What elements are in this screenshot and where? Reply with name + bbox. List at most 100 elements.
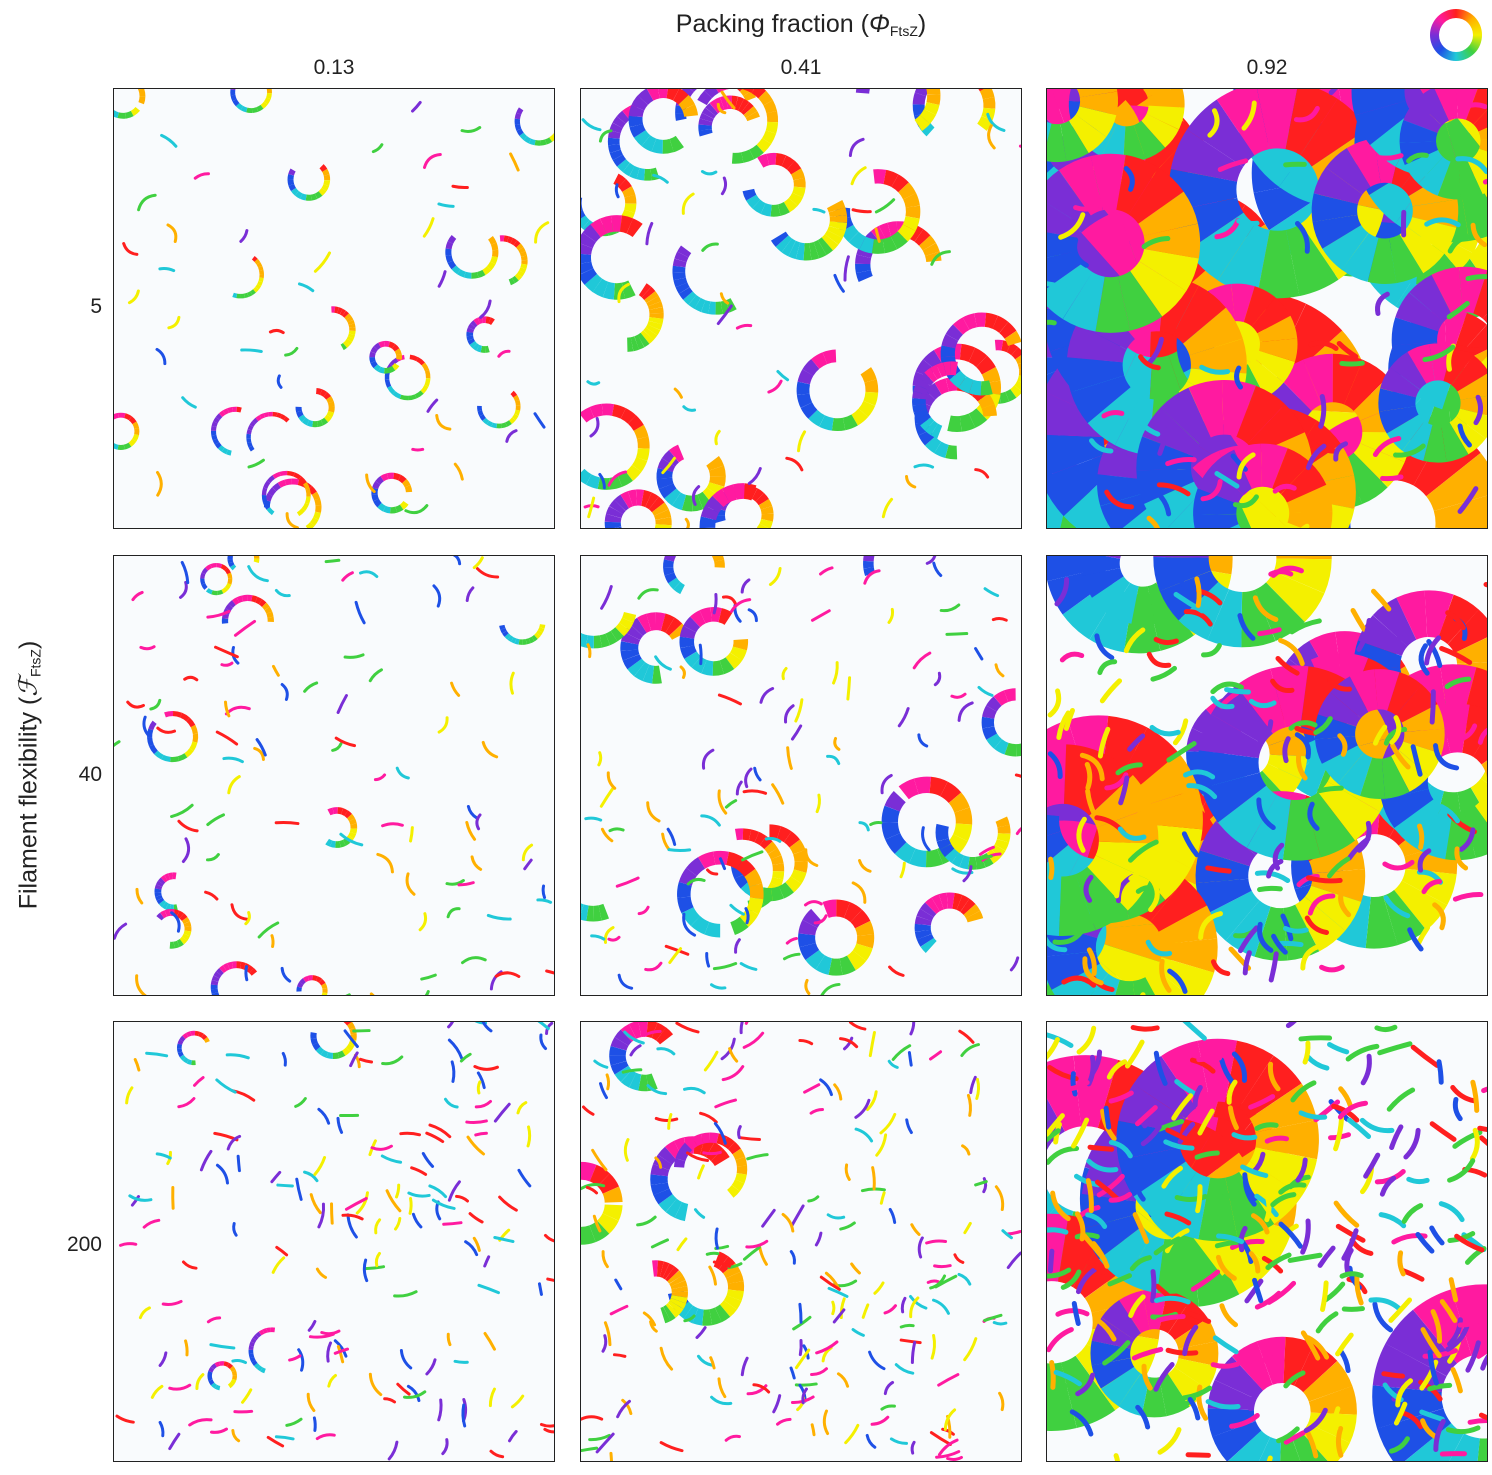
filament <box>1300 1330 1321 1361</box>
filament-ring-segment <box>1101 1300 1142 1341</box>
filament <box>1149 724 1181 737</box>
filament-ring-segment <box>992 315 1009 334</box>
filament <box>1256 797 1276 831</box>
filament-ring-segment <box>1101 123 1127 163</box>
filament-ring-segment <box>296 410 304 418</box>
filament-ring-segment <box>230 94 237 102</box>
filament-ring-segment <box>1129 260 1187 317</box>
filament <box>209 1427 228 1434</box>
filament-ring-segment <box>628 115 644 128</box>
filament <box>1372 1301 1394 1333</box>
filament <box>1047 688 1062 718</box>
filament <box>1372 724 1388 746</box>
filament-ring-segment <box>783 197 798 213</box>
filament <box>1417 848 1432 873</box>
filament-ring-segment <box>230 89 236 91</box>
filament-ring-segment <box>809 241 820 261</box>
filament-ring-segment <box>1259 1436 1283 1461</box>
filament-ring-segment <box>628 104 645 118</box>
filament-ring-segment <box>1097 474 1150 506</box>
filament-ring-segment <box>232 597 240 606</box>
filament-ring-segment <box>1015 355 1021 365</box>
filament-ring-segment <box>1448 415 1486 455</box>
filament-ring-segment <box>842 414 858 431</box>
filament <box>446 907 461 919</box>
filament-ring-segment <box>232 99 240 107</box>
filament-ring-segment <box>848 231 866 250</box>
filament-ring-segment <box>370 346 378 354</box>
filament <box>466 1135 486 1156</box>
filament <box>1108 1192 1133 1203</box>
filament-ring-segment <box>743 483 757 501</box>
filament <box>1426 639 1443 668</box>
filament-ring-segment <box>279 470 288 477</box>
filament-ring-segment <box>815 955 833 975</box>
filament-ring-segment <box>684 651 702 668</box>
filament <box>1177 1121 1196 1145</box>
filament-ring-segment <box>651 138 664 154</box>
filament-ring-segment <box>980 380 993 396</box>
filament <box>1214 471 1240 489</box>
filament <box>934 1274 958 1289</box>
filament <box>926 1279 940 1284</box>
filament <box>785 456 804 472</box>
filament-ring-segment <box>132 421 140 430</box>
filament-ring-segment <box>712 556 725 563</box>
filament-ring-segment <box>924 420 939 436</box>
filament-ring-segment <box>919 372 934 387</box>
filament <box>451 184 469 190</box>
filament-ring-segment <box>1260 443 1288 489</box>
filament-ring-segment <box>785 876 802 893</box>
filament-ring-segment <box>257 280 263 287</box>
filament <box>1450 1085 1477 1104</box>
filament <box>1447 1317 1463 1347</box>
filament <box>285 512 299 528</box>
filament-ring-segment <box>246 965 254 974</box>
filament-ring-segment <box>759 518 773 528</box>
filament-ring-segment <box>781 238 796 257</box>
filament <box>1407 927 1424 952</box>
filament <box>1296 751 1308 781</box>
filament-ring-segment <box>346 336 354 343</box>
filament <box>1257 719 1274 745</box>
filament <box>195 1373 205 1391</box>
filament <box>1055 1308 1090 1317</box>
filament <box>1433 743 1460 771</box>
filament-ring-segment <box>1081 556 1121 576</box>
filament-ring-segment <box>994 739 1009 755</box>
filament-ring-segment <box>544 137 553 145</box>
filament <box>1282 736 1291 764</box>
filament <box>406 1384 421 1403</box>
filament-ring-segment <box>183 921 192 928</box>
filament-ring-segment <box>1374 669 1400 711</box>
filament-ring-segment <box>214 1384 221 1391</box>
filament <box>883 1380 895 1396</box>
filament-ring-segment <box>225 449 232 456</box>
filament <box>1236 452 1256 480</box>
filament <box>1229 1413 1260 1429</box>
filament-ring-segment <box>132 434 140 442</box>
filament-ring-segment <box>629 1072 642 1091</box>
filament <box>1328 1099 1350 1122</box>
filament-ring-segment <box>467 338 476 345</box>
filament-ring-segment <box>662 1263 675 1280</box>
filament-ring-segment <box>321 184 330 192</box>
filament-ring-segment <box>216 589 224 596</box>
filament <box>205 853 220 862</box>
filament-ring-segment <box>705 495 724 514</box>
filament-ring-segment <box>640 330 654 344</box>
filament-ring-segment <box>298 476 307 485</box>
filament-ring-segment <box>627 489 638 507</box>
filament-ring-segment <box>344 338 353 346</box>
filament <box>992 1321 1008 1326</box>
filament-ring-segment <box>589 403 604 418</box>
filament <box>1401 1203 1424 1224</box>
filament-ring-segment <box>1157 1237 1192 1294</box>
filament <box>1372 436 1402 458</box>
filament <box>1196 1384 1209 1421</box>
filament <box>1047 1248 1055 1274</box>
filament <box>411 447 425 452</box>
filament <box>231 1429 241 1443</box>
filament-ring-segment <box>883 169 899 188</box>
filament-ring-segment <box>581 468 592 485</box>
